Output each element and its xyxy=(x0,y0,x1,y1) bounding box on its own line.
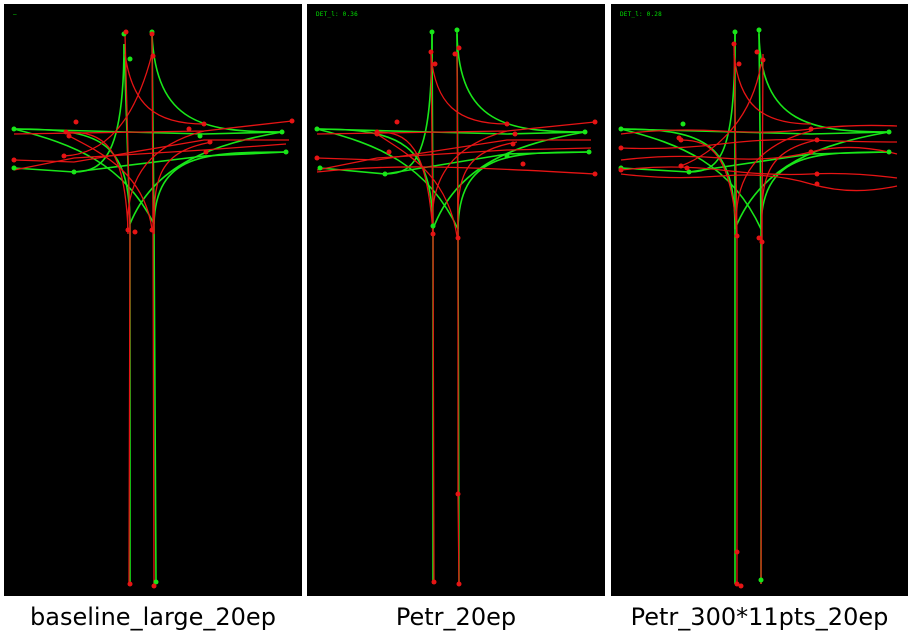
visualization-panel-2: DET_l: 0.36 xyxy=(307,4,605,596)
visualization-panel-1: — xyxy=(4,4,302,596)
panel-caption-1: baseline_large_20ep xyxy=(30,603,276,631)
lane-map-3 xyxy=(618,27,898,589)
metric-label: — xyxy=(13,11,17,18)
metric-label: DET_l: 0.36 xyxy=(316,11,358,18)
visualization-panel-3: DET_l: 0.28 xyxy=(611,4,908,596)
lane-map-1 xyxy=(11,29,295,589)
lane-map-2 xyxy=(314,27,598,587)
panel-caption-3: Petr_300*11pts_20ep xyxy=(630,603,889,631)
panel-caption-2: Petr_20ep xyxy=(395,603,517,631)
metric-label: DET_l: 0.28 xyxy=(620,11,662,18)
